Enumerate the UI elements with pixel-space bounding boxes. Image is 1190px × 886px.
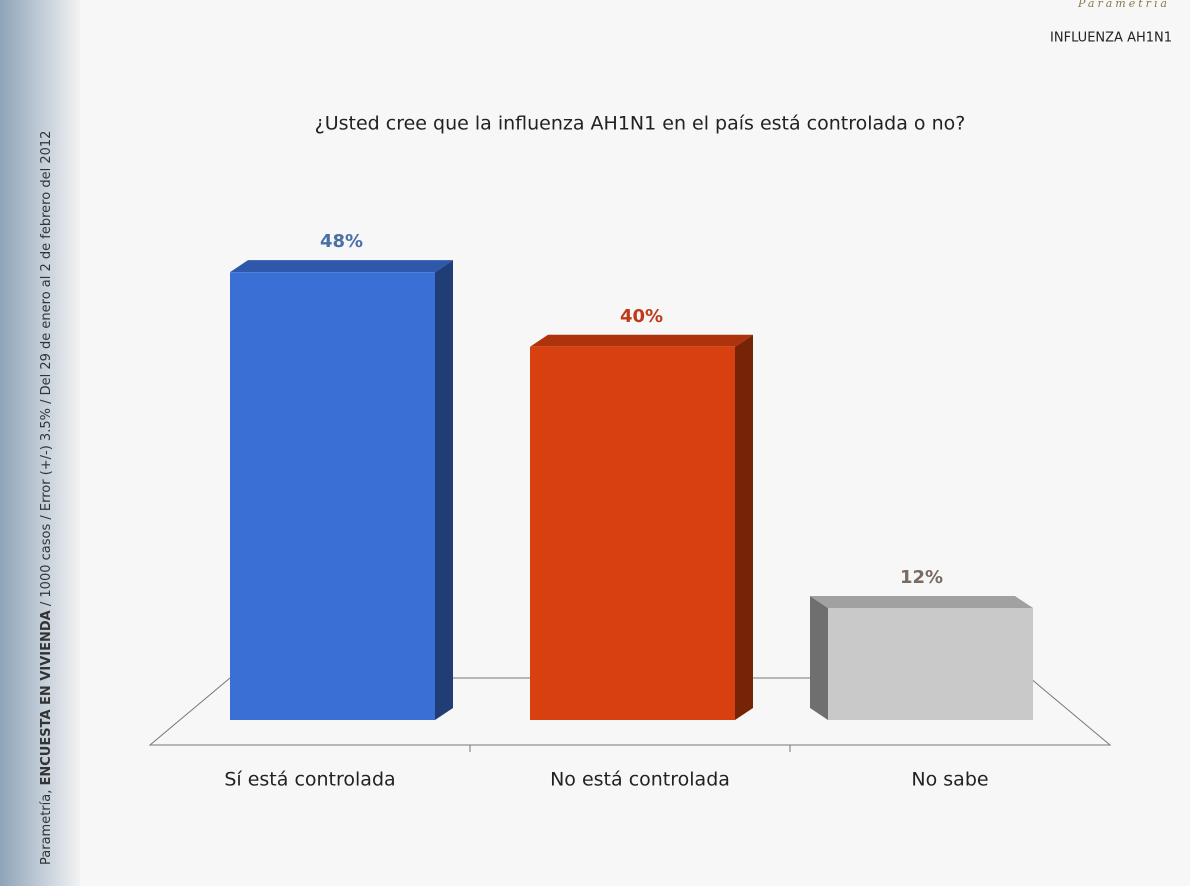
bar <box>530 346 735 720</box>
bar <box>230 272 435 720</box>
value-label: 40% <box>620 306 663 327</box>
side-strip <box>0 0 80 886</box>
brand: Parametría <box>1077 0 1170 10</box>
source-prefix: Parametría, <box>39 790 54 865</box>
section-label: INFLUENZA AH1N1 <box>1050 31 1172 46</box>
bar-side <box>810 596 828 720</box>
x-tick-label: No está controlada <box>550 769 730 791</box>
x-tick-label: Sí está controlada <box>224 769 395 791</box>
bar <box>828 608 1033 720</box>
value-label: 48% <box>320 231 363 252</box>
source-details: / 1000 casos / Error (+/-) 3.5% / Del 29… <box>39 131 54 607</box>
bar-top <box>810 596 1033 609</box>
value-label: 12% <box>900 567 943 588</box>
source-survey: ENCUESTA EN VIVIENDA <box>39 610 54 785</box>
bar-top <box>230 260 453 273</box>
source-note: Parametría, ENCUESTA EN VIVIENDA / 1000 … <box>39 131 54 865</box>
bar-side <box>735 334 753 720</box>
x-tick-label: No sabe <box>911 769 988 791</box>
chart-title: ¿Usted cree que la influenza AH1N1 en el… <box>315 113 966 135</box>
bar-side <box>435 260 453 720</box>
bar-top <box>530 334 753 347</box>
